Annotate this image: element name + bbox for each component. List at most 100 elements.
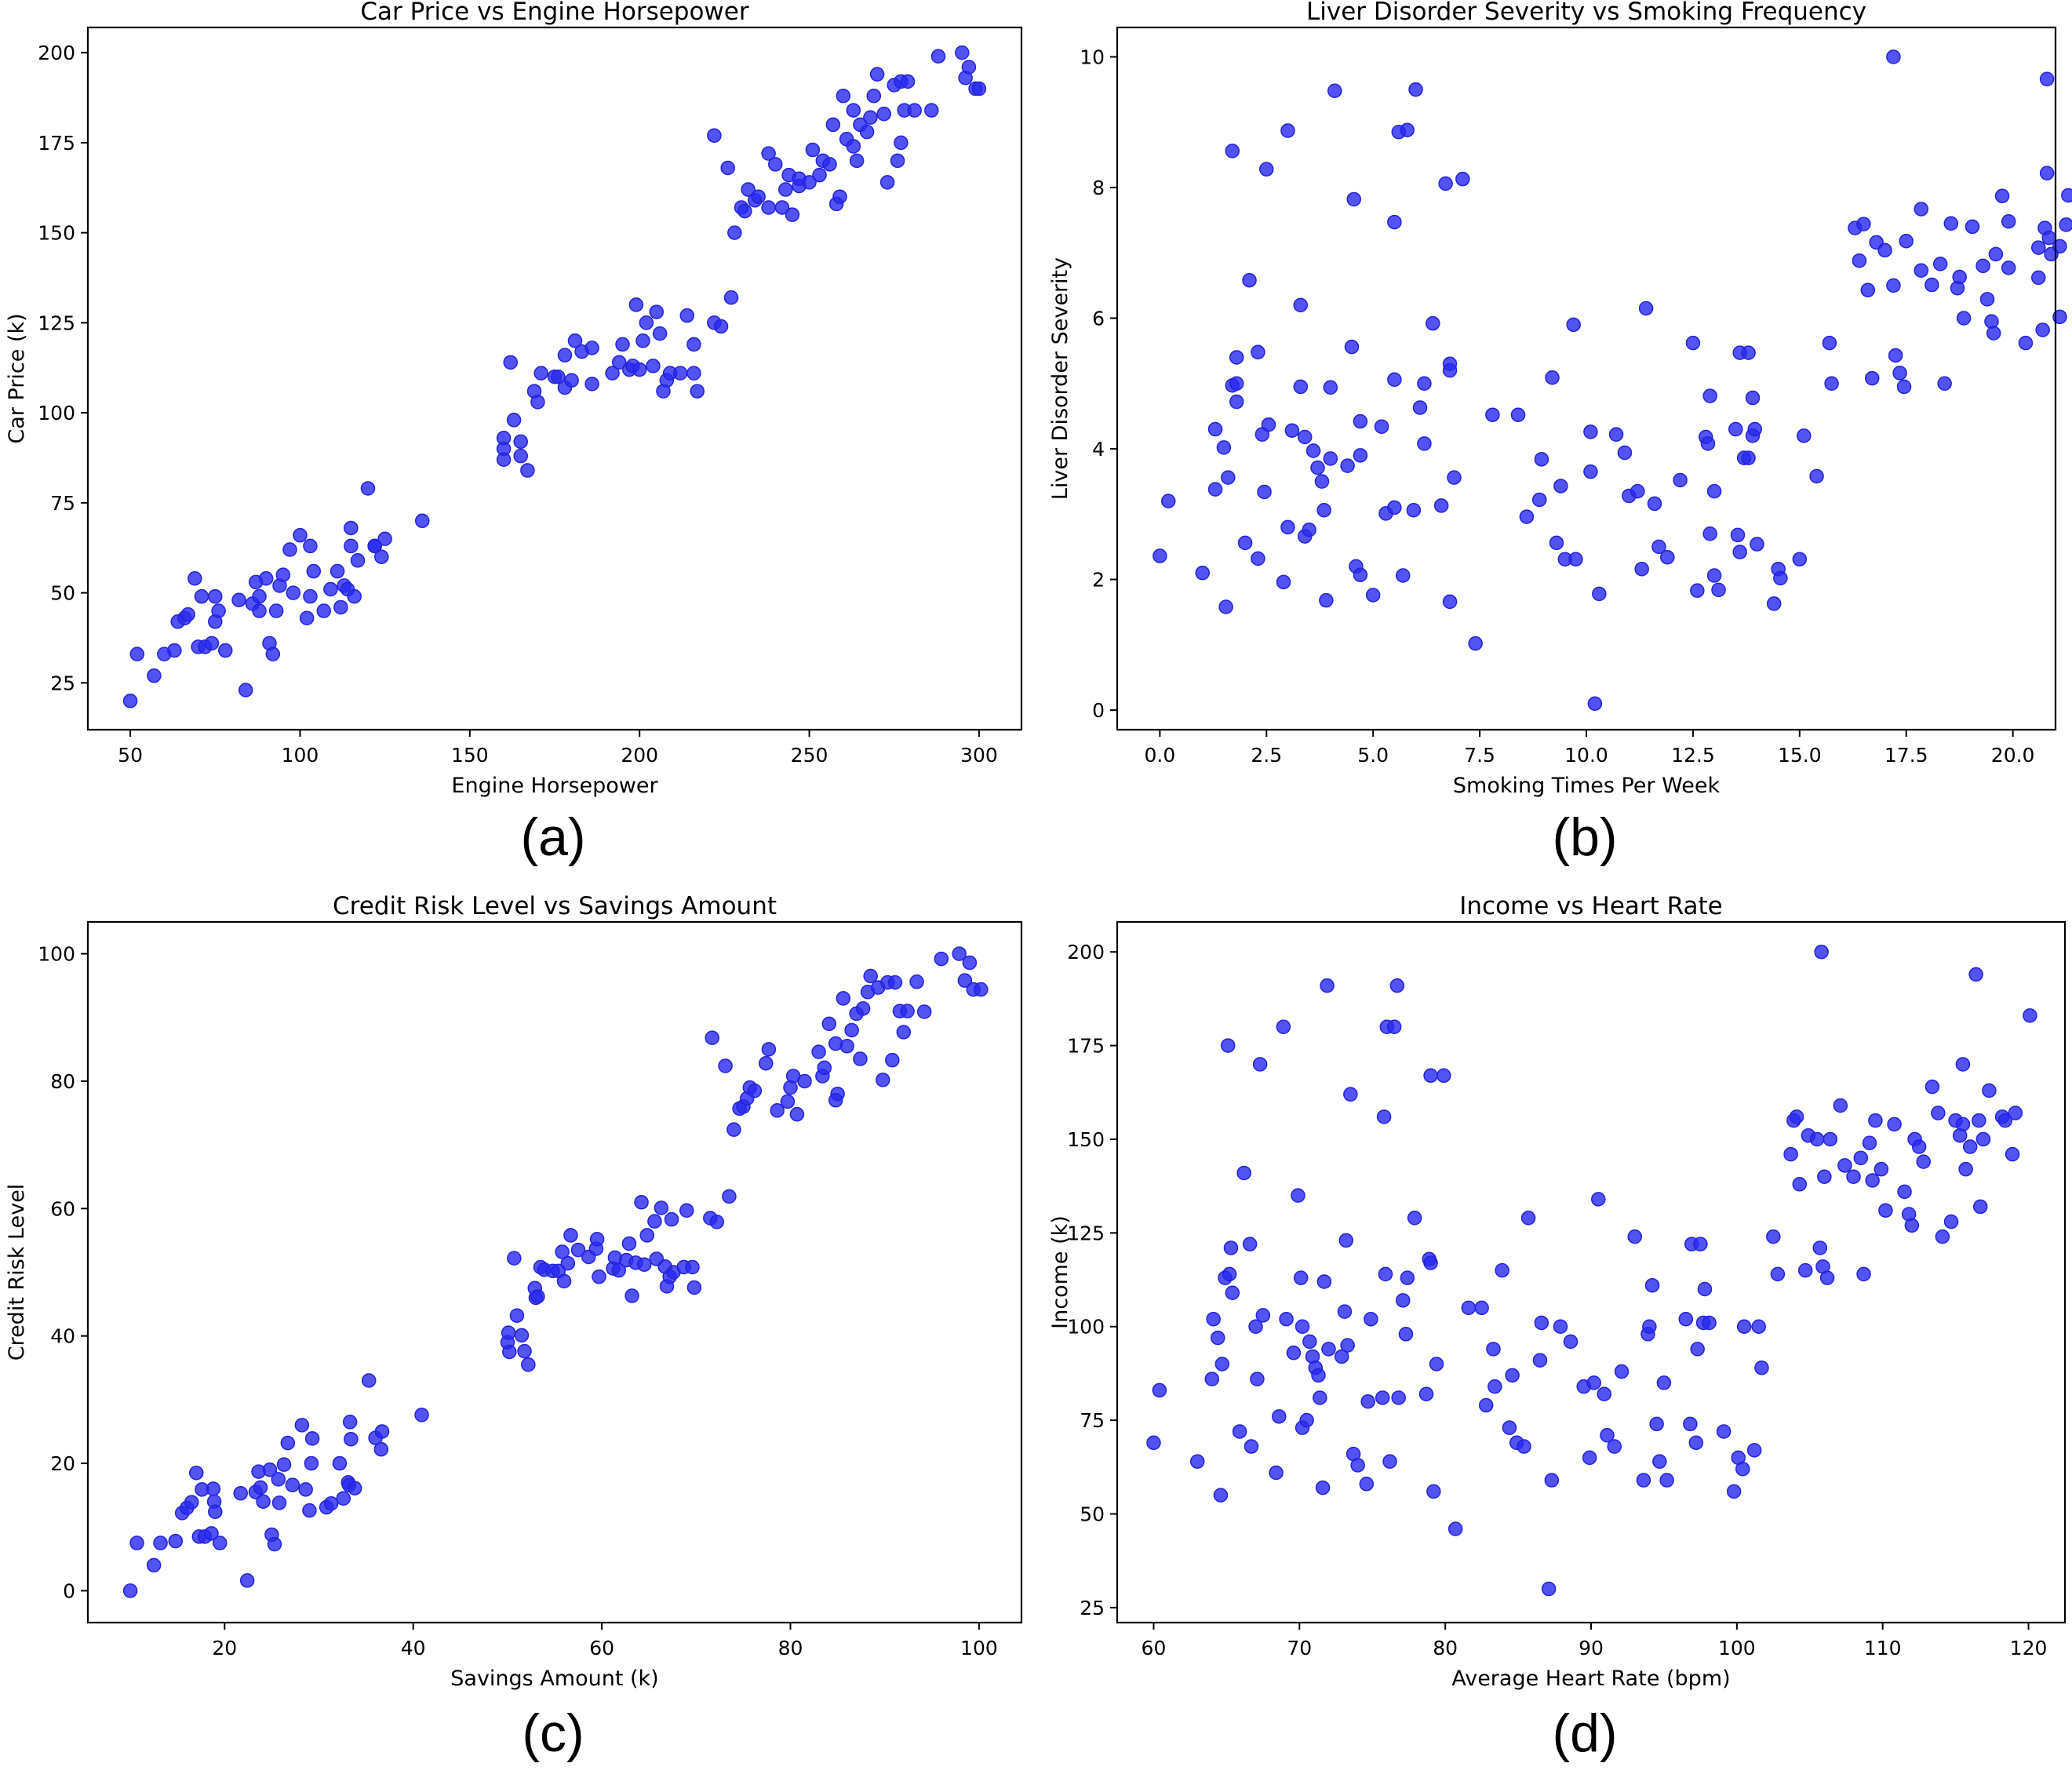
scatter-point xyxy=(634,1194,649,1210)
x-tick-label: 20.0 xyxy=(1991,744,2035,767)
scatter-point xyxy=(1914,202,1929,217)
scatter-point xyxy=(1255,1308,1271,1323)
panel-label: (b) xyxy=(1552,807,1617,867)
scatter-point xyxy=(258,570,274,586)
scatter-point xyxy=(1541,1581,1557,1597)
x-tick-label: 120 xyxy=(2010,1637,2048,1659)
scatter-point xyxy=(1269,1465,1284,1481)
scatter-point xyxy=(780,1094,796,1109)
scatter-point xyxy=(1607,1439,1622,1454)
scatter-point xyxy=(876,1073,890,1087)
scatter-point xyxy=(323,1495,339,1511)
scatter-point xyxy=(1986,326,2001,341)
scatter-point xyxy=(1426,1484,1441,1499)
scatter-point xyxy=(1728,421,1743,437)
scatter-point xyxy=(1741,450,1756,465)
scatter-point xyxy=(924,103,939,118)
scatter-point xyxy=(1468,636,1483,651)
y-tick-label: 150 xyxy=(38,222,75,245)
scatter-point xyxy=(502,1344,517,1360)
scatter-point xyxy=(934,951,949,967)
scatter-point xyxy=(1660,549,1675,565)
scatter-point xyxy=(267,1536,282,1552)
chart-title: Liver Disorder Severity vs Smoking Frequ… xyxy=(1306,0,1866,26)
scatter-point xyxy=(1600,1427,1615,1443)
scatter-point xyxy=(299,610,315,625)
scatter-point xyxy=(271,1495,287,1510)
y-tick-label: 60 xyxy=(50,1197,75,1220)
scatter-point xyxy=(1223,1240,1239,1255)
scatter-point xyxy=(1814,944,1829,960)
scatter-point xyxy=(1553,1319,1568,1334)
scatter-point xyxy=(747,1083,763,1098)
scatter-point xyxy=(605,366,620,381)
scatter-point xyxy=(649,304,665,319)
scatter-point xyxy=(1386,1019,1402,1034)
scatter-point xyxy=(1323,451,1338,466)
scatter-point xyxy=(551,369,566,384)
scatter-point xyxy=(1229,350,1244,365)
scatter-point xyxy=(2052,309,2067,325)
scatter-point xyxy=(2039,71,2055,87)
scatter-point xyxy=(1207,482,1223,497)
scatter-point xyxy=(557,348,573,362)
scatter-point xyxy=(1276,1019,1291,1034)
scatter-point xyxy=(168,1533,184,1549)
scatter-point xyxy=(1218,599,1233,614)
scatter-point xyxy=(1338,1233,1354,1248)
scatter-point xyxy=(1773,570,1788,586)
x-tick-label: 17.5 xyxy=(1884,744,1928,767)
scatter-point xyxy=(1344,339,1360,355)
scatter-point xyxy=(1389,978,1405,993)
scatter-point xyxy=(1656,1375,1672,1390)
y-tick-label: 100 xyxy=(38,943,75,966)
scatter-point xyxy=(839,1039,854,1054)
chart-2: 0.0 2.5 5.0 7.5 10.0 12.5 15.0 17.5 20.0 0 2 4 6 8 10 L… xyxy=(1048,0,2072,867)
scatter-point xyxy=(1685,335,1701,351)
scatter-point xyxy=(204,1526,219,1541)
scatter-point xyxy=(797,1073,812,1089)
scatter-point xyxy=(836,88,851,104)
scatter-point xyxy=(887,974,903,990)
scatter-point xyxy=(1272,1409,1287,1424)
scatter-point xyxy=(262,1462,278,1477)
scatter-point xyxy=(2018,335,2034,351)
scatter-point xyxy=(496,452,512,468)
scatter-point xyxy=(2061,188,2072,203)
scatter-point xyxy=(625,1288,639,1303)
y-tick-label: 175 xyxy=(1067,1035,1105,1058)
scatter-point xyxy=(1391,1390,1406,1405)
scatter-point xyxy=(1534,1315,1549,1331)
scatter-point xyxy=(206,1481,221,1496)
scatter-point xyxy=(1892,366,1907,381)
scatter-point xyxy=(2005,1146,2020,1162)
scatter-point xyxy=(1852,253,1867,268)
scatter-point xyxy=(1700,436,1716,451)
scatter-point xyxy=(611,355,627,370)
scatter-point xyxy=(1812,1240,1828,1255)
scatter-point xyxy=(811,1044,826,1059)
scatter-point xyxy=(1387,372,1402,387)
scatter-point xyxy=(1204,1372,1220,1386)
scatter-point xyxy=(377,531,392,546)
x-tick-label: 300 xyxy=(960,744,998,767)
scatter-point xyxy=(252,588,267,604)
scatter-point xyxy=(679,308,695,323)
scatter-point xyxy=(556,1273,572,1289)
scatter-point xyxy=(1400,1270,1415,1285)
scatter-point xyxy=(332,1455,348,1471)
scatter-point xyxy=(1286,1345,1302,1361)
scatter-point xyxy=(122,1583,138,1598)
y-tick-label: 0 xyxy=(63,1579,75,1602)
scatter-point xyxy=(1407,1211,1422,1226)
scatter-point xyxy=(1730,527,1746,543)
scatter-point xyxy=(1343,1087,1358,1102)
scatter-point xyxy=(1213,1488,1229,1503)
scatter-point xyxy=(167,643,182,658)
scatter-point xyxy=(828,1093,843,1108)
scatter-point xyxy=(514,1328,530,1343)
scatter-point xyxy=(1652,1454,1667,1469)
scatter-point xyxy=(832,189,847,204)
x-tick-label: 50 xyxy=(118,744,143,767)
scatter-point xyxy=(1736,1319,1752,1334)
